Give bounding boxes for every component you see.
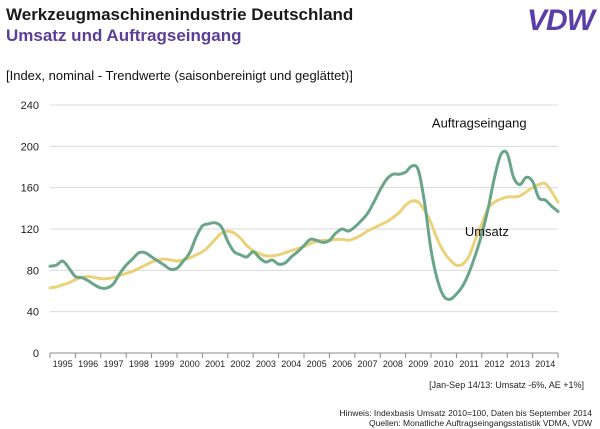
chart-series-labels: Auftragseingang Umsatz xyxy=(432,116,527,240)
x-tick-label: 1997 xyxy=(103,359,123,369)
footer-hint: Hinweis: Indexbasis Umsatz 2010=100, Dat… xyxy=(339,408,592,418)
footer-sources: Quellen: Monatliche Auftragseingangsstat… xyxy=(369,418,592,428)
y-tick-label: 40 xyxy=(27,307,39,319)
x-tick-label: 1996 xyxy=(78,359,98,369)
x-tick-label: 2009 xyxy=(408,359,428,369)
page-title: Werkzeugmaschinenindustrie Deutschland xyxy=(6,5,354,24)
y-tick-label: 0 xyxy=(33,348,39,360)
x-tick-label: 2012 xyxy=(484,359,504,369)
chart-axes: 0 40 80 120 160 200 240 1995 1996 1997 1998 1999 200… xyxy=(21,100,559,369)
y-tick-label: 120 xyxy=(21,224,39,236)
x-tick-label: 2002 xyxy=(230,359,250,369)
y-tick-label: 240 xyxy=(21,100,39,112)
x-tick-label: 2006 xyxy=(332,359,352,369)
x-tick-label: 1999 xyxy=(154,359,174,369)
chart-grid xyxy=(50,104,558,313)
x-tick-label: 2000 xyxy=(180,359,200,369)
x-tick-label: 1995 xyxy=(53,359,73,369)
x-tick-label: 2011 xyxy=(459,359,478,369)
x-tick-label: 2004 xyxy=(281,359,301,369)
page-subtitle: Umsatz und Auftragseingang xyxy=(6,26,242,45)
x-tick-label: 2014 xyxy=(535,359,555,369)
y-tick-label: 200 xyxy=(21,141,39,153)
x-tick-label: 1998 xyxy=(129,359,149,369)
series-label-umsatz: Umsatz xyxy=(465,224,509,239)
x-tick-label: 2005 xyxy=(307,359,327,369)
x-tick-label: 2013 xyxy=(510,359,530,369)
x-tick-label: 2003 xyxy=(256,359,276,369)
y-axis-label: [Index, nominal - Trendwerte (saisonbere… xyxy=(6,68,353,83)
series-label-auftragseingang: Auftragseingang xyxy=(432,116,527,131)
x-tick-label: 2007 xyxy=(357,359,377,369)
footer-notes: Hinweis: Indexbasis Umsatz 2010=100, Dat… xyxy=(339,408,592,428)
series-line-auftragseingang xyxy=(48,149,560,301)
x-tick-label: 2010 xyxy=(434,359,454,369)
x-tick-label: 2001 xyxy=(205,359,225,369)
y-tick-label: 80 xyxy=(27,265,39,277)
vdw-logo: VDW xyxy=(527,4,595,37)
chart-series xyxy=(48,149,560,301)
x-tick-label: 2008 xyxy=(383,359,403,369)
y-tick-label: 160 xyxy=(21,183,39,195)
change-note: [Jan-Sep 14/13: Umsatz -6%, AE +1%] xyxy=(429,380,584,390)
